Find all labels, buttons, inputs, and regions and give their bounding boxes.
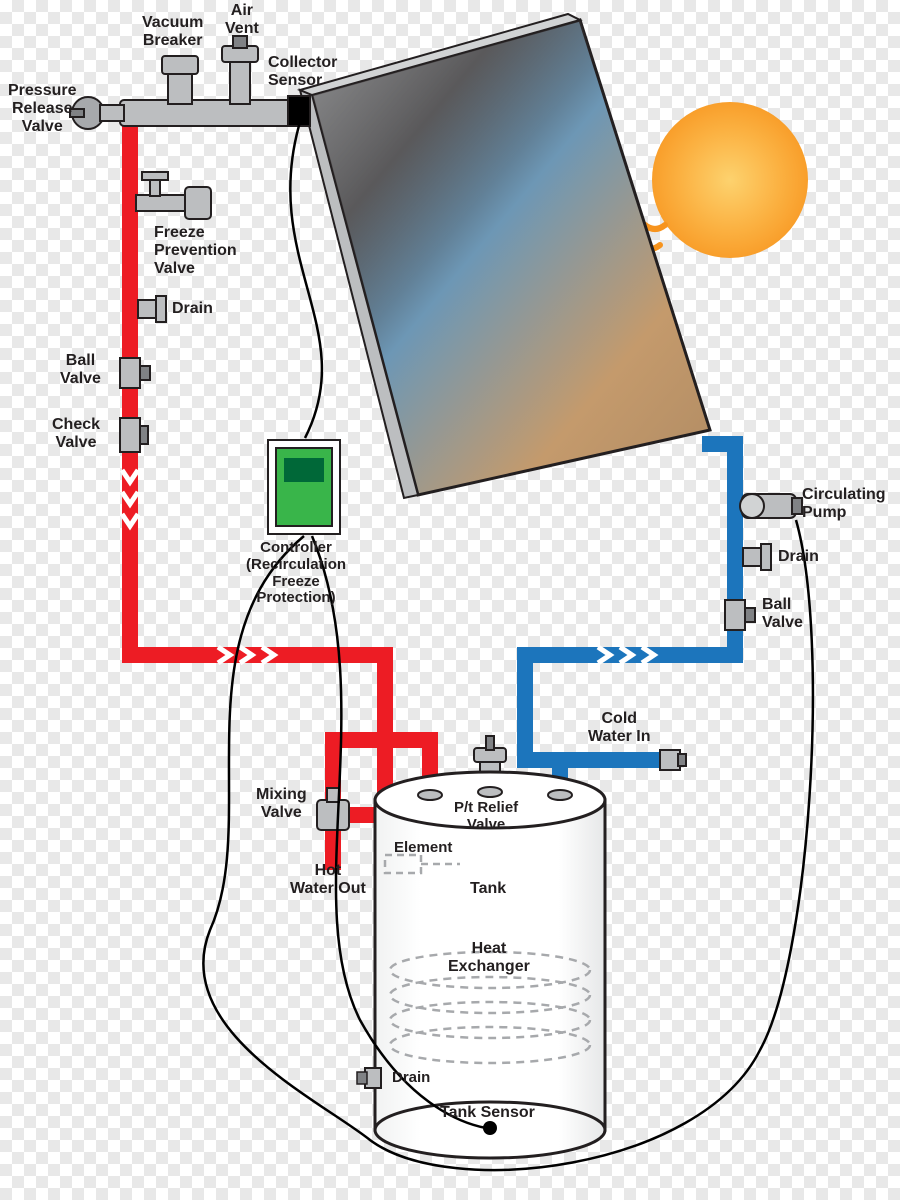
label-hot-water-out: Hot Water Out <box>290 862 366 898</box>
check-valve-icon <box>120 418 148 452</box>
label-freeze-prevention-valve: Freeze Prevention Valve <box>154 224 237 278</box>
label-tank: Tank <box>470 880 506 898</box>
label-heat-exchanger: Heat Exchanger <box>448 940 530 976</box>
label-circulating-pump: Circulating Pump <box>802 486 886 522</box>
solar-collector-panel <box>300 14 710 498</box>
label-drain-1: Drain <box>172 300 213 318</box>
label-pt-relief-valve: P/t Relief Valve <box>454 800 518 834</box>
label-collector-sensor: Collector Sensor <box>268 54 337 90</box>
mixing-valve <box>317 788 349 830</box>
label-drain-3: Drain <box>392 1070 430 1087</box>
label-element: Element <box>394 840 452 857</box>
label-pressure-release-valve: Pressure Release Valve <box>8 82 77 136</box>
diagram-canvas: Pressure Release Valve Vacuum Breaker Ai… <box>0 0 900 1200</box>
circulating-pump <box>740 494 802 518</box>
flow-arrows <box>122 470 654 663</box>
label-tank-sensor: Tank Sensor <box>440 1104 535 1122</box>
ball-valve-2 <box>725 600 755 630</box>
label-air-vent: Air Vent <box>225 2 259 38</box>
ball-valve-1 <box>120 358 150 388</box>
label-ball-valve-1: Ball Valve <box>60 352 101 388</box>
drain-valve-2 <box>743 544 771 570</box>
label-cold-water-in: Cold Water In <box>588 710 651 746</box>
label-vacuum-breaker: Vacuum Breaker <box>142 14 203 50</box>
label-ball-valve-2: Ball Valve <box>762 596 803 632</box>
drain-valve-1 <box>138 296 166 322</box>
label-mixing-valve: Mixing Valve <box>256 786 307 822</box>
sun <box>652 102 808 258</box>
label-drain-2: Drain <box>778 548 819 566</box>
label-check-valve: Check Valve <box>52 416 100 452</box>
label-controller: Controller (Recirculation Freeze Protect… <box>246 540 346 607</box>
controller-box <box>268 440 340 534</box>
freeze-prevention-valve <box>136 172 211 219</box>
cold-water-in-fitting <box>660 750 686 770</box>
